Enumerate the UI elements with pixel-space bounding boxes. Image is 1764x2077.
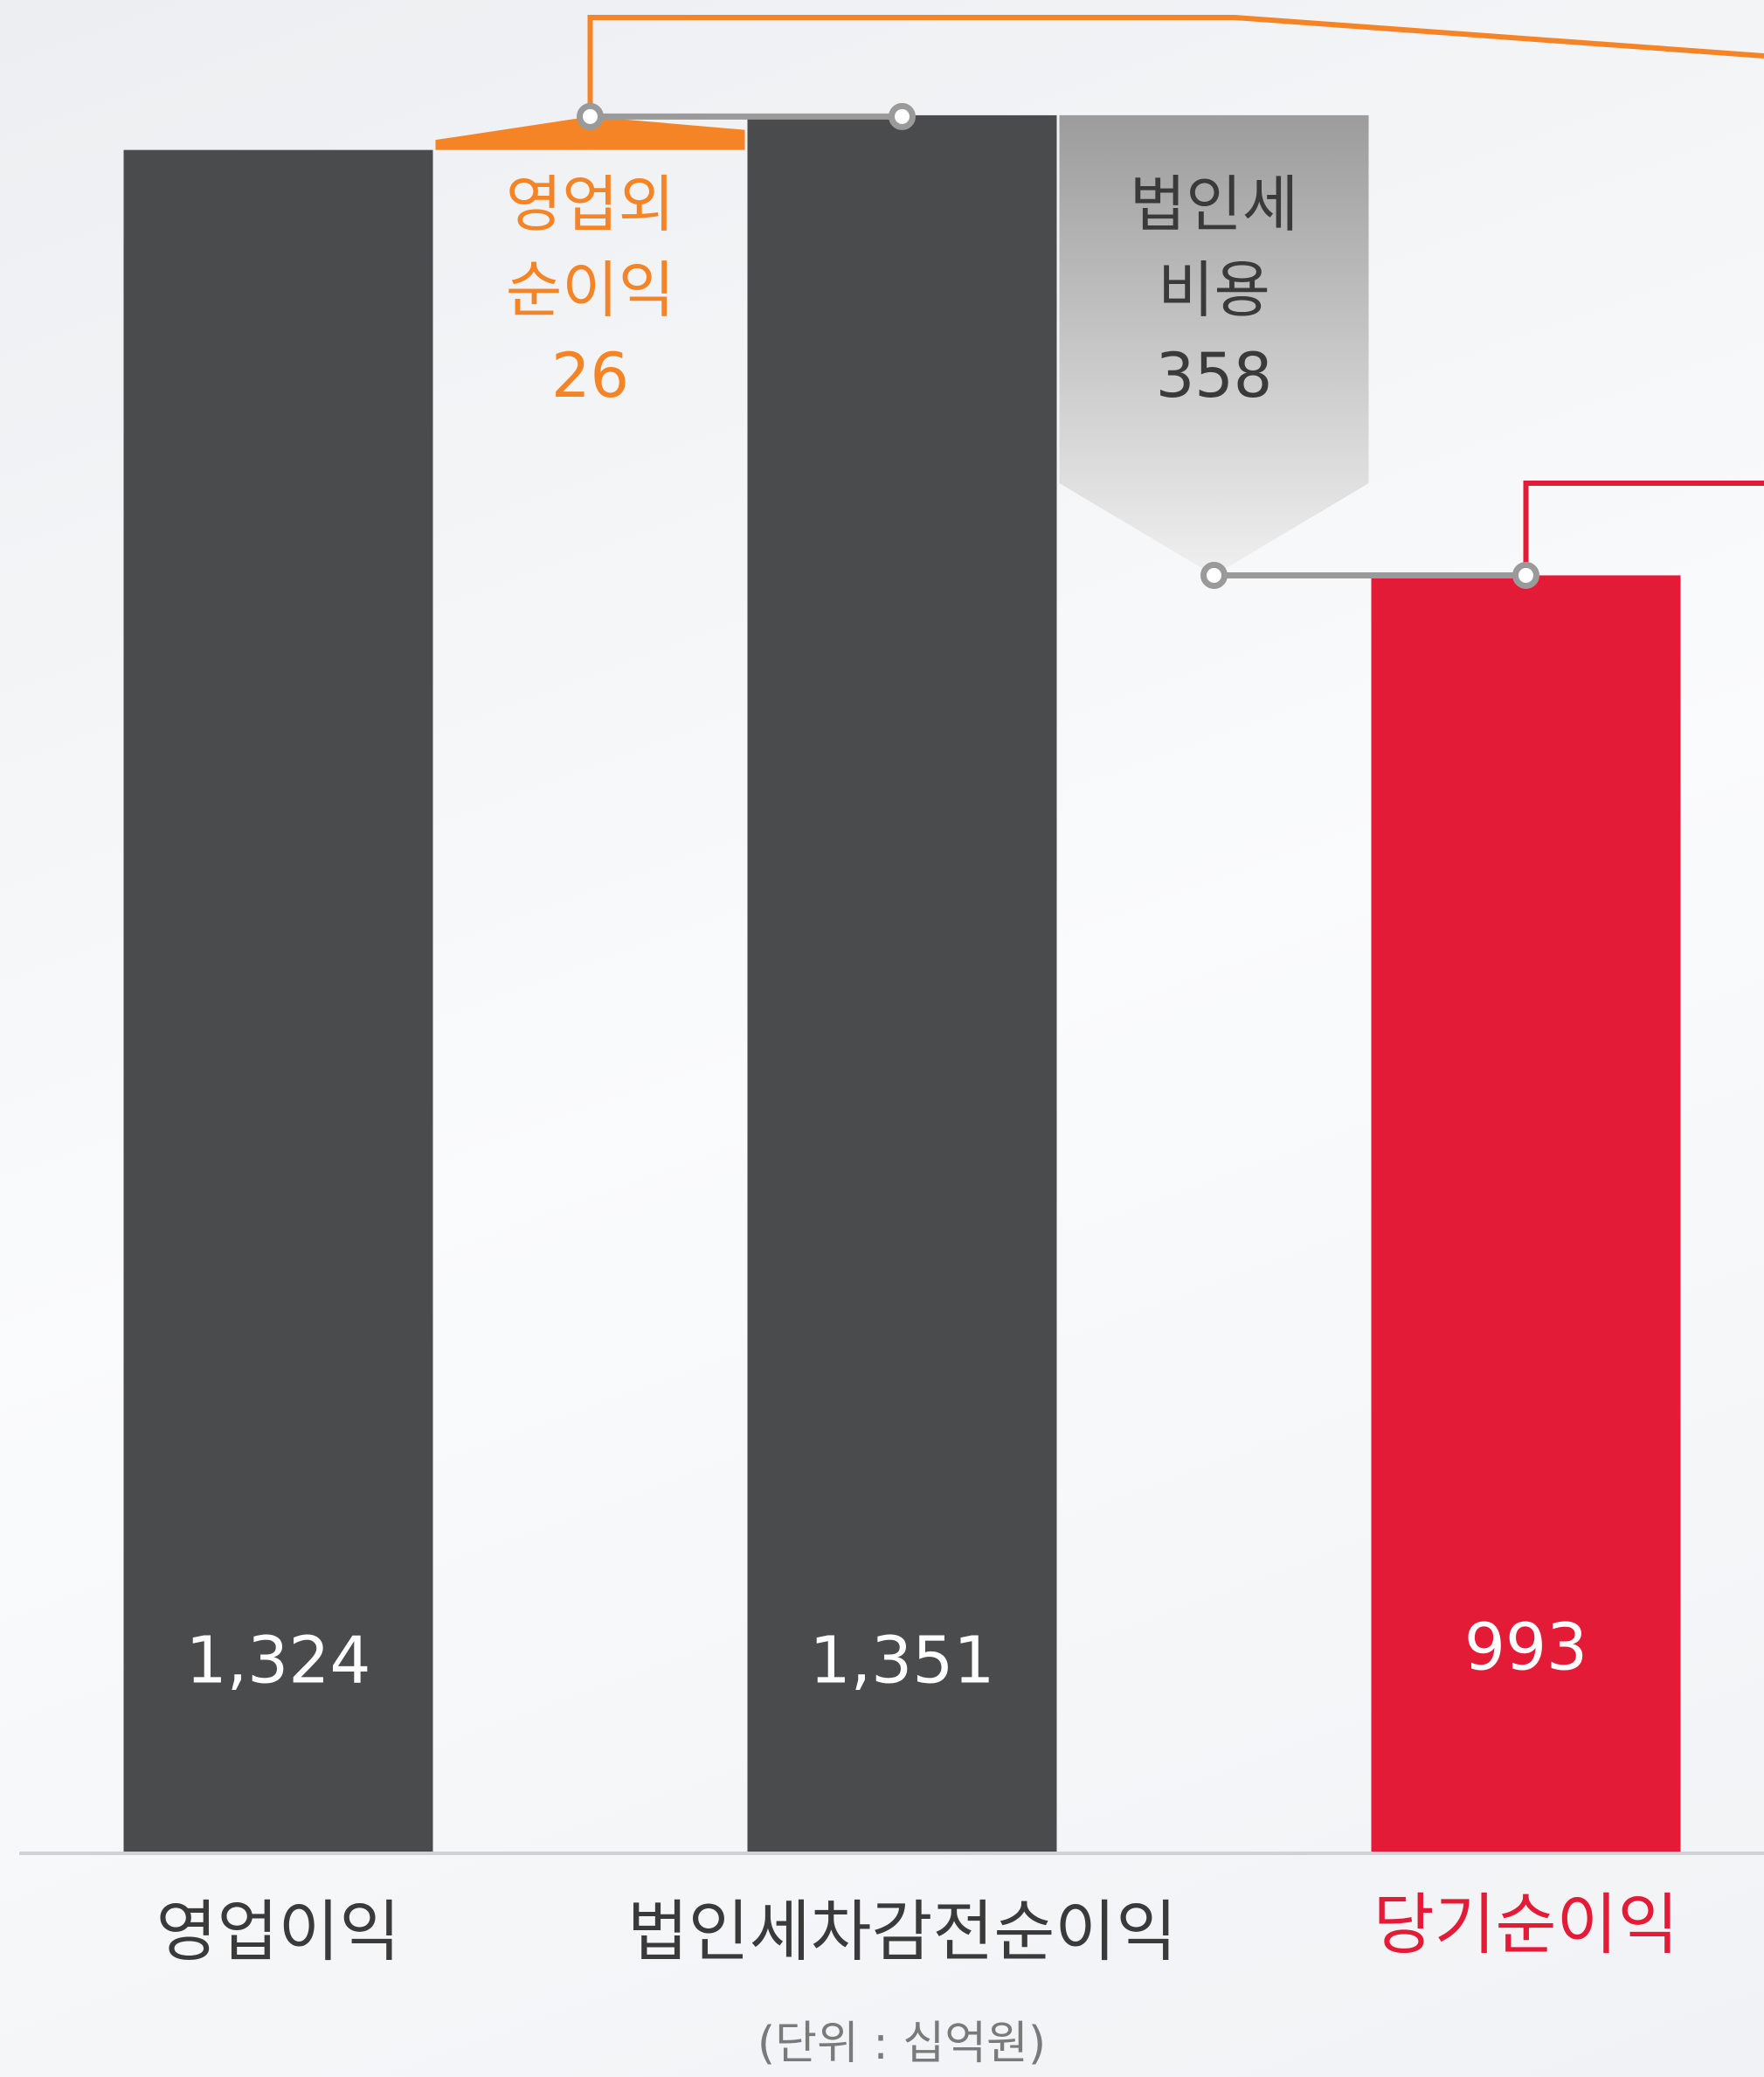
value-label: 1,351: [810, 1624, 995, 1699]
delta-category-label: 법인세 비용: [1129, 169, 1299, 326]
x-tick-label: 법인세차감전순이익: [627, 1893, 1177, 1970]
x-tick-label: 당기순이익: [1373, 1886, 1679, 1963]
connector-dot: [889, 102, 916, 130]
unit-label: (단위 : 십억원): [757, 2018, 1046, 2070]
delta-category-label: 영업외 순이익: [505, 169, 675, 326]
connector-dot: [1512, 561, 1539, 589]
bar: [435, 116, 745, 150]
bar: [747, 114, 1057, 1852]
delta-value-label: 358: [1155, 340, 1273, 412]
connector-dot: [577, 102, 604, 130]
lead-line: [1523, 481, 1764, 576]
value-label: 993: [1464, 1610, 1588, 1686]
bar: [1059, 114, 1369, 576]
connector-dot: [1200, 561, 1228, 589]
value-label: 1,324: [186, 1624, 371, 1699]
bar: [1371, 575, 1681, 1852]
delta-value-label: 26: [550, 340, 630, 412]
x-tick-label: 영업이익: [156, 1893, 401, 1970]
bar: [123, 149, 433, 1852]
lead-line: [587, 15, 1764, 117]
